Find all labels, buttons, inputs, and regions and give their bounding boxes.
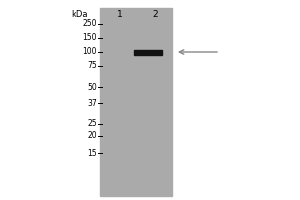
Text: 37: 37 <box>87 98 97 108</box>
Text: kDa: kDa <box>71 10 88 19</box>
Text: 1: 1 <box>117 10 123 19</box>
Text: 20: 20 <box>87 132 97 140</box>
Text: 25: 25 <box>87 119 97 129</box>
Text: 250: 250 <box>82 20 97 28</box>
Text: 75: 75 <box>87 62 97 71</box>
Text: 150: 150 <box>82 33 97 43</box>
Bar <box>100 8 172 196</box>
Bar <box>134 49 162 54</box>
Text: 50: 50 <box>87 82 97 92</box>
Text: 100: 100 <box>82 47 97 56</box>
Text: 15: 15 <box>87 148 97 158</box>
Text: 2: 2 <box>152 10 158 19</box>
